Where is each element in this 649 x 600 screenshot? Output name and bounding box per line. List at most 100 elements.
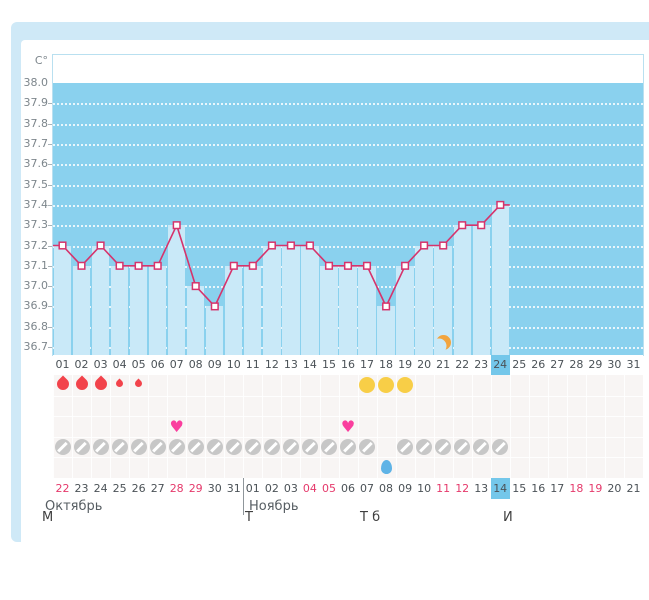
day-axis-label[interactable]: 17 bbox=[360, 358, 374, 371]
temperature-bar[interactable] bbox=[472, 225, 490, 355]
calendar-date[interactable]: 30 bbox=[207, 482, 222, 495]
temperature-bar[interactable] bbox=[377, 306, 395, 355]
calendar-date[interactable]: 21 bbox=[626, 482, 641, 495]
pill-icon bbox=[282, 439, 299, 456]
day-axis-label[interactable]: 22 bbox=[455, 358, 470, 371]
day-axis-label[interactable]: 29 bbox=[588, 358, 603, 371]
calendar-date[interactable]: 12 bbox=[455, 482, 470, 495]
day-axis-label[interactable]: 08 bbox=[188, 358, 203, 371]
calendar-date[interactable]: 17 bbox=[550, 482, 565, 495]
temperature-bar[interactable] bbox=[53, 245, 72, 355]
temperature-bar[interactable] bbox=[358, 265, 376, 355]
temperature-marker bbox=[77, 261, 86, 270]
calendar-date[interactable]: 03 bbox=[283, 482, 298, 495]
day-axis-label[interactable]: 21 bbox=[436, 358, 451, 371]
day-axis-label[interactable]: 01 bbox=[55, 358, 70, 371]
pill-slash bbox=[476, 441, 487, 453]
day-axis-label[interactable]: 25 bbox=[512, 358, 527, 371]
temperature-bar[interactable] bbox=[168, 225, 186, 355]
temperature-bar[interactable] bbox=[301, 245, 319, 355]
temperature-bar[interactable] bbox=[320, 265, 338, 355]
temperature-bar[interactable] bbox=[72, 265, 91, 355]
calendar-date[interactable]: 04 bbox=[302, 482, 317, 495]
temperature-bar[interactable] bbox=[149, 265, 167, 355]
temperature-bar[interactable] bbox=[206, 306, 224, 355]
y-axis-tick-label: 37.7 bbox=[23, 136, 49, 150]
day-axis-label[interactable]: 27 bbox=[550, 358, 565, 371]
calendar-date[interactable]: 20 bbox=[607, 482, 622, 495]
y-axis-tick-mark bbox=[48, 245, 52, 247]
calendar-date[interactable]: 16 bbox=[531, 482, 546, 495]
calendar-date[interactable]: 31 bbox=[226, 482, 241, 495]
day-axis-label[interactable]: 05 bbox=[131, 358, 146, 371]
temperature-bar[interactable] bbox=[129, 265, 148, 355]
day-axis-label[interactable]: 15 bbox=[322, 358, 336, 371]
temperature-bar[interactable] bbox=[263, 245, 281, 355]
day-axis-label[interactable]: 19 bbox=[398, 358, 413, 371]
calendar-date[interactable]: 26 bbox=[131, 482, 146, 495]
temperature-bar[interactable] bbox=[491, 204, 509, 355]
pill-icon bbox=[244, 439, 261, 456]
day-axis-label[interactable]: 02 bbox=[74, 358, 89, 371]
calendar-date[interactable]: 08 bbox=[379, 482, 393, 495]
day-axis-label[interactable]: 04 bbox=[112, 358, 127, 371]
day-axis-label[interactable]: 16 bbox=[341, 358, 355, 371]
day-axis-label[interactable]: 28 bbox=[569, 358, 584, 371]
calendar-date[interactable]: 18 bbox=[569, 482, 584, 495]
calendar-date[interactable]: 09 bbox=[398, 482, 413, 495]
calendar-date[interactable]: 10 bbox=[417, 482, 432, 495]
day-axis-label[interactable]: 13 bbox=[283, 358, 298, 371]
temperature-marker bbox=[96, 241, 105, 250]
temperature-bar[interactable] bbox=[187, 286, 205, 355]
day-axis-label[interactable]: 10 bbox=[226, 358, 241, 371]
day-axis-label[interactable]: 23 bbox=[474, 358, 489, 371]
temperature-bar[interactable] bbox=[339, 265, 357, 355]
temperature-bar[interactable] bbox=[225, 265, 243, 355]
calendar-date[interactable]: 06 bbox=[341, 482, 355, 495]
day-axis-label[interactable]: 31 bbox=[626, 358, 641, 371]
day-axis-label[interactable]: 07 bbox=[169, 358, 184, 371]
temperature-bar[interactable] bbox=[396, 265, 414, 355]
pill-slash bbox=[133, 441, 144, 453]
day-axis-label[interactable]: 03 bbox=[93, 358, 108, 371]
temperature-bar[interactable] bbox=[434, 245, 452, 355]
y-axis-tick-label: 37.5 bbox=[23, 177, 49, 191]
calendar-date[interactable]: 11 bbox=[436, 482, 451, 495]
day-axis-label[interactable]: 09 bbox=[207, 358, 222, 371]
temperature-bar[interactable] bbox=[244, 265, 262, 355]
day-axis-label[interactable]: 12 bbox=[264, 358, 279, 371]
calendar-date[interactable]: 15 bbox=[512, 482, 527, 495]
temperature-bar[interactable] bbox=[453, 225, 471, 355]
day-axis-label[interactable]: 24 bbox=[493, 358, 508, 371]
grid-column-line bbox=[490, 375, 492, 478]
day-axis-label[interactable]: 18 bbox=[379, 358, 393, 371]
temperature-bar[interactable] bbox=[110, 265, 129, 355]
day-axis-label[interactable]: 26 bbox=[531, 358, 546, 371]
calendar-date[interactable]: 14 bbox=[493, 482, 508, 495]
calendar-date[interactable]: 02 bbox=[264, 482, 279, 495]
temperature-bar[interactable] bbox=[282, 245, 300, 355]
calendar-date[interactable]: 19 bbox=[588, 482, 603, 495]
temperature-bar[interactable] bbox=[415, 245, 433, 355]
day-axis-label[interactable]: 06 bbox=[150, 358, 165, 371]
calendar-date[interactable]: 13 bbox=[474, 482, 489, 495]
calendar-date[interactable]: 23 bbox=[74, 482, 89, 495]
calendar-date[interactable]: 07 bbox=[360, 482, 374, 495]
calendar-date[interactable]: 25 bbox=[112, 482, 127, 495]
temperature-plot-area[interactable] bbox=[53, 55, 643, 355]
calendar-date[interactable]: 29 bbox=[188, 482, 203, 495]
calendar-date[interactable]: 28 bbox=[169, 482, 184, 495]
calendar-date[interactable]: 27 bbox=[150, 482, 165, 495]
temperature-marker bbox=[229, 261, 238, 270]
temperature-marker bbox=[496, 200, 505, 209]
day-axis-label[interactable]: 30 bbox=[607, 358, 622, 371]
calendar-date[interactable]: 22 bbox=[55, 482, 70, 495]
calendar-date[interactable]: 24 bbox=[93, 482, 108, 495]
calendar-date[interactable]: 01 bbox=[245, 482, 260, 495]
day-axis-label[interactable]: 11 bbox=[245, 358, 260, 371]
y-axis-tick-label: 36.7 bbox=[23, 340, 49, 353]
day-axis-label[interactable]: 20 bbox=[417, 358, 432, 371]
day-axis-label[interactable]: 14 bbox=[302, 358, 317, 371]
calendar-date[interactable]: 05 bbox=[322, 482, 336, 495]
temperature-bar[interactable] bbox=[91, 245, 110, 355]
